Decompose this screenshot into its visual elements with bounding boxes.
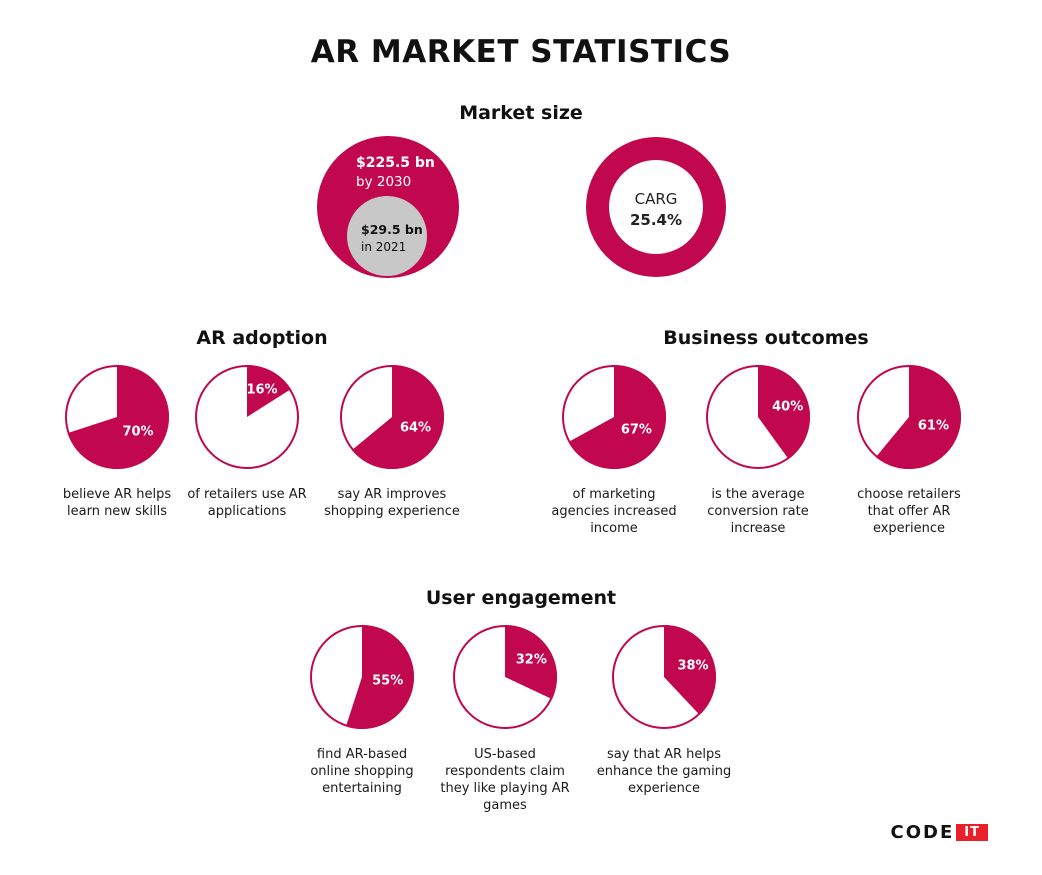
pie-caption: US-based respondents claim they like pla… xyxy=(440,747,570,813)
pie-percent-label: 16% xyxy=(246,382,278,398)
logo-it-badge: IT xyxy=(956,824,988,841)
pie-percent-label: 64% xyxy=(399,420,432,436)
pie-svg xyxy=(706,365,810,469)
pie-chart: 67% xyxy=(561,364,667,470)
pie-percent-label: 40% xyxy=(772,399,804,415)
carg-ring-hole xyxy=(609,160,703,254)
market-2021-label: in 2021 xyxy=(361,240,407,254)
pie-svg xyxy=(195,365,299,469)
pie-slice xyxy=(758,365,810,460)
logo-code-text: CODE xyxy=(890,822,955,843)
market-2021-value: $29.5 bn xyxy=(361,222,423,237)
market-2030-value: $225.5 bn xyxy=(356,155,435,171)
section-title-business-outcomes: Business outcomes xyxy=(663,327,869,349)
carg-label: CARG xyxy=(634,190,678,208)
pie-svg xyxy=(310,625,414,729)
pie-caption: believe AR helps learn new skills xyxy=(62,487,172,519)
pie-slice xyxy=(247,365,291,417)
section-title-user-engagement: User engagement xyxy=(425,587,617,609)
carg-value: 25.4% xyxy=(629,211,683,229)
pie-percent-label: 32% xyxy=(515,652,547,668)
pie-chart: 70% xyxy=(64,364,170,470)
pie-chart: 40% xyxy=(705,364,811,470)
pie-svg xyxy=(453,625,557,729)
pie-chart: 16% xyxy=(194,364,300,470)
pie-percent-label: 70% xyxy=(122,424,154,440)
pie-percent-label: 61% xyxy=(917,418,950,434)
pie-caption: is the average conversion rate increase xyxy=(707,487,809,536)
section-title-market-size: Market size xyxy=(459,102,583,124)
pie-svg xyxy=(562,365,666,469)
pie-chart: 38% xyxy=(611,624,717,730)
pie-slice xyxy=(351,365,444,469)
pie-slice xyxy=(345,625,414,729)
pie-chart: 61% xyxy=(856,364,962,470)
pie-svg xyxy=(340,365,444,469)
pie-chart: 32% xyxy=(452,624,558,730)
pie-caption: find AR-based online shopping entertaini… xyxy=(310,747,414,796)
page-title: AR MARKET STATISTICS xyxy=(310,34,732,70)
pie-percent-label: 67% xyxy=(620,422,652,438)
pie-slice xyxy=(664,625,716,715)
pie-caption: say that AR helps enhance the gaming exp… xyxy=(596,747,732,796)
pie-caption: of retailers use AR applications xyxy=(187,487,307,519)
pie-slice xyxy=(568,365,666,469)
pie-caption: choose retailers that offer AR experienc… xyxy=(857,487,961,536)
market-2021-circle xyxy=(347,196,427,276)
pie-chart: 55% xyxy=(309,624,415,730)
market-2030-label: by 2030 xyxy=(356,174,412,190)
section-title-ar-adoption: AR adoption xyxy=(196,327,328,349)
pie-chart: 64% xyxy=(339,364,445,470)
pie-slice xyxy=(875,365,961,469)
pie-svg xyxy=(65,365,169,469)
pie-svg xyxy=(857,365,961,469)
pie-svg xyxy=(612,625,716,729)
pie-slice xyxy=(505,625,557,700)
code-it-logo: CODE IT xyxy=(890,822,988,843)
pie-caption: of marketing agencies increased income xyxy=(551,487,677,536)
pie-percent-label: 55% xyxy=(372,673,404,689)
pie-slice xyxy=(67,365,169,469)
pie-percent-label: 38% xyxy=(677,658,709,673)
pie-caption: say AR improves shopping experience xyxy=(324,487,460,519)
